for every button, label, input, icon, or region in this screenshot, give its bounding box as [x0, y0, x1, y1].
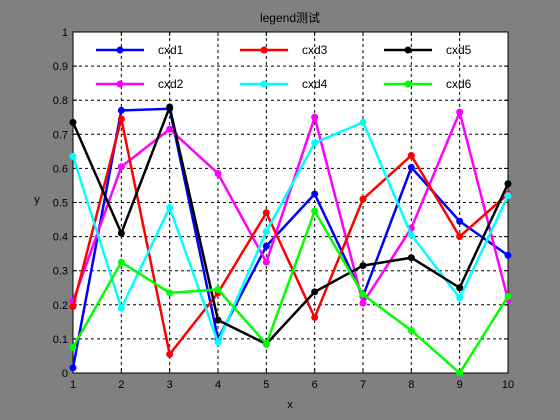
- data-point-cxd5: [117, 229, 125, 237]
- data-point-cxd6: [311, 207, 319, 215]
- data-point-cxd3: [117, 115, 125, 123]
- data-point-cxd3: [407, 151, 415, 159]
- data-point-cxd3: [456, 233, 464, 241]
- x-tick-label: 6: [312, 379, 318, 391]
- y-tick-label: 0.4: [53, 232, 68, 244]
- data-point-cxd5: [407, 254, 415, 262]
- data-point-cxd3: [69, 303, 77, 311]
- chart-title: legend测试: [260, 10, 320, 25]
- x-tick-label: 2: [118, 379, 124, 391]
- y-tick-label: 0.1: [53, 334, 68, 346]
- legend-label-cxd6: cxd6: [446, 77, 472, 91]
- x-axis-label: x: [287, 399, 293, 411]
- y-tick-label: 0.9: [53, 61, 68, 73]
- data-point-cxd5: [69, 118, 77, 126]
- data-point-cxd6: [359, 291, 367, 299]
- x-tick-label: 1: [70, 379, 76, 391]
- x-tick-label: 3: [167, 379, 173, 391]
- legend-marker-cxd1: [116, 46, 124, 54]
- data-point-cxd1: [262, 242, 270, 250]
- data-point-cxd2: [359, 299, 367, 307]
- y-axis-label: y: [34, 194, 40, 206]
- data-point-cxd5: [214, 316, 222, 324]
- legend-label-cxd3: cxd3: [302, 43, 328, 57]
- data-point-cxd4: [311, 139, 319, 147]
- data-point-cxd4: [407, 231, 415, 239]
- data-point-cxd5: [359, 262, 367, 270]
- x-tick-label: 8: [408, 379, 414, 391]
- legend-marker-cxd6: [404, 80, 412, 88]
- x-tick-label: 4: [215, 379, 221, 391]
- data-point-cxd1: [69, 364, 77, 372]
- data-point-cxd2: [166, 125, 174, 133]
- data-point-cxd6: [166, 289, 174, 297]
- data-point-cxd4: [214, 338, 222, 346]
- legend-label-cxd1: cxd1: [158, 43, 184, 57]
- y-tick-label: 0.3: [53, 266, 68, 278]
- legend-label-cxd2: cxd2: [158, 77, 184, 91]
- data-point-cxd3: [262, 209, 270, 217]
- data-point-cxd5: [504, 180, 512, 188]
- data-point-cxd1: [504, 251, 512, 259]
- x-tick-label: 10: [502, 379, 514, 391]
- data-point-cxd4: [117, 304, 125, 312]
- legend-label-cxd4: cxd4: [302, 77, 328, 91]
- data-point-cxd1: [311, 190, 319, 198]
- y-tick-label: 0.5: [53, 198, 68, 210]
- legend-marker-cxd4: [260, 80, 268, 88]
- data-point-cxd5: [456, 284, 464, 292]
- series-line-cxd3: [71, 118, 509, 358]
- data-point-cxd5: [166, 103, 174, 111]
- x-tick-label: 7: [360, 379, 366, 391]
- data-point-cxd5: [311, 288, 319, 296]
- series-line-cxd4: [71, 120, 510, 346]
- data-point-cxd4: [504, 192, 512, 200]
- y-tick-label: 0.6: [53, 163, 68, 175]
- data-point-cxd6: [214, 285, 222, 293]
- y-tick-label: 0.2: [53, 300, 68, 312]
- legend-label-cxd5: cxd5: [446, 43, 472, 57]
- data-point-cxd6: [407, 326, 415, 334]
- data-point-cxd2: [262, 258, 270, 266]
- y-tick-label: 0.8: [53, 95, 68, 107]
- data-point-cxd4: [166, 204, 174, 212]
- y-tick-label: 0.7: [53, 129, 68, 141]
- data-point-cxd6: [69, 343, 77, 351]
- plot-area: 1 2 3 4 5 6 7 8 9 10 0 0.1 0.2 0.3 0.4 0.5 0.6 0.7 0.8 0.9 1…: [53, 27, 514, 391]
- series-line-cxd5: [71, 102, 510, 346]
- series-line-cxd6: [71, 208, 510, 375]
- x-tick-label: 5: [263, 379, 269, 391]
- data-point-cxd6: [117, 258, 125, 266]
- x-tick-label: 9: [457, 379, 463, 391]
- data-point-cxd1: [117, 106, 125, 114]
- data-point-cxd4: [69, 152, 77, 160]
- data-point-cxd3: [359, 195, 367, 203]
- y-tick-label: 0: [62, 368, 68, 380]
- data-point-cxd2: [214, 170, 222, 178]
- data-point-cxd4: [359, 118, 367, 126]
- data-point-cxd1: [456, 217, 464, 225]
- data-point-cxd1: [407, 163, 415, 171]
- data-point-cxd3: [311, 313, 319, 321]
- data-point-cxd4: [456, 294, 464, 302]
- legend-marker-cxd2: [116, 80, 124, 88]
- data-point-cxd6: [456, 369, 464, 377]
- data-point-cxd2: [456, 108, 464, 116]
- data-point-cxd2: [311, 113, 319, 121]
- legend-marker-cxd5: [404, 46, 412, 54]
- data-point-cxd3: [166, 350, 174, 358]
- data-point-cxd2: [117, 163, 125, 171]
- y-tick-label: 1: [62, 27, 68, 39]
- legend-marker-cxd3: [260, 46, 268, 54]
- data-point-cxd4: [262, 227, 270, 235]
- data-point-cxd6: [262, 340, 270, 348]
- data-point-cxd6: [504, 292, 512, 300]
